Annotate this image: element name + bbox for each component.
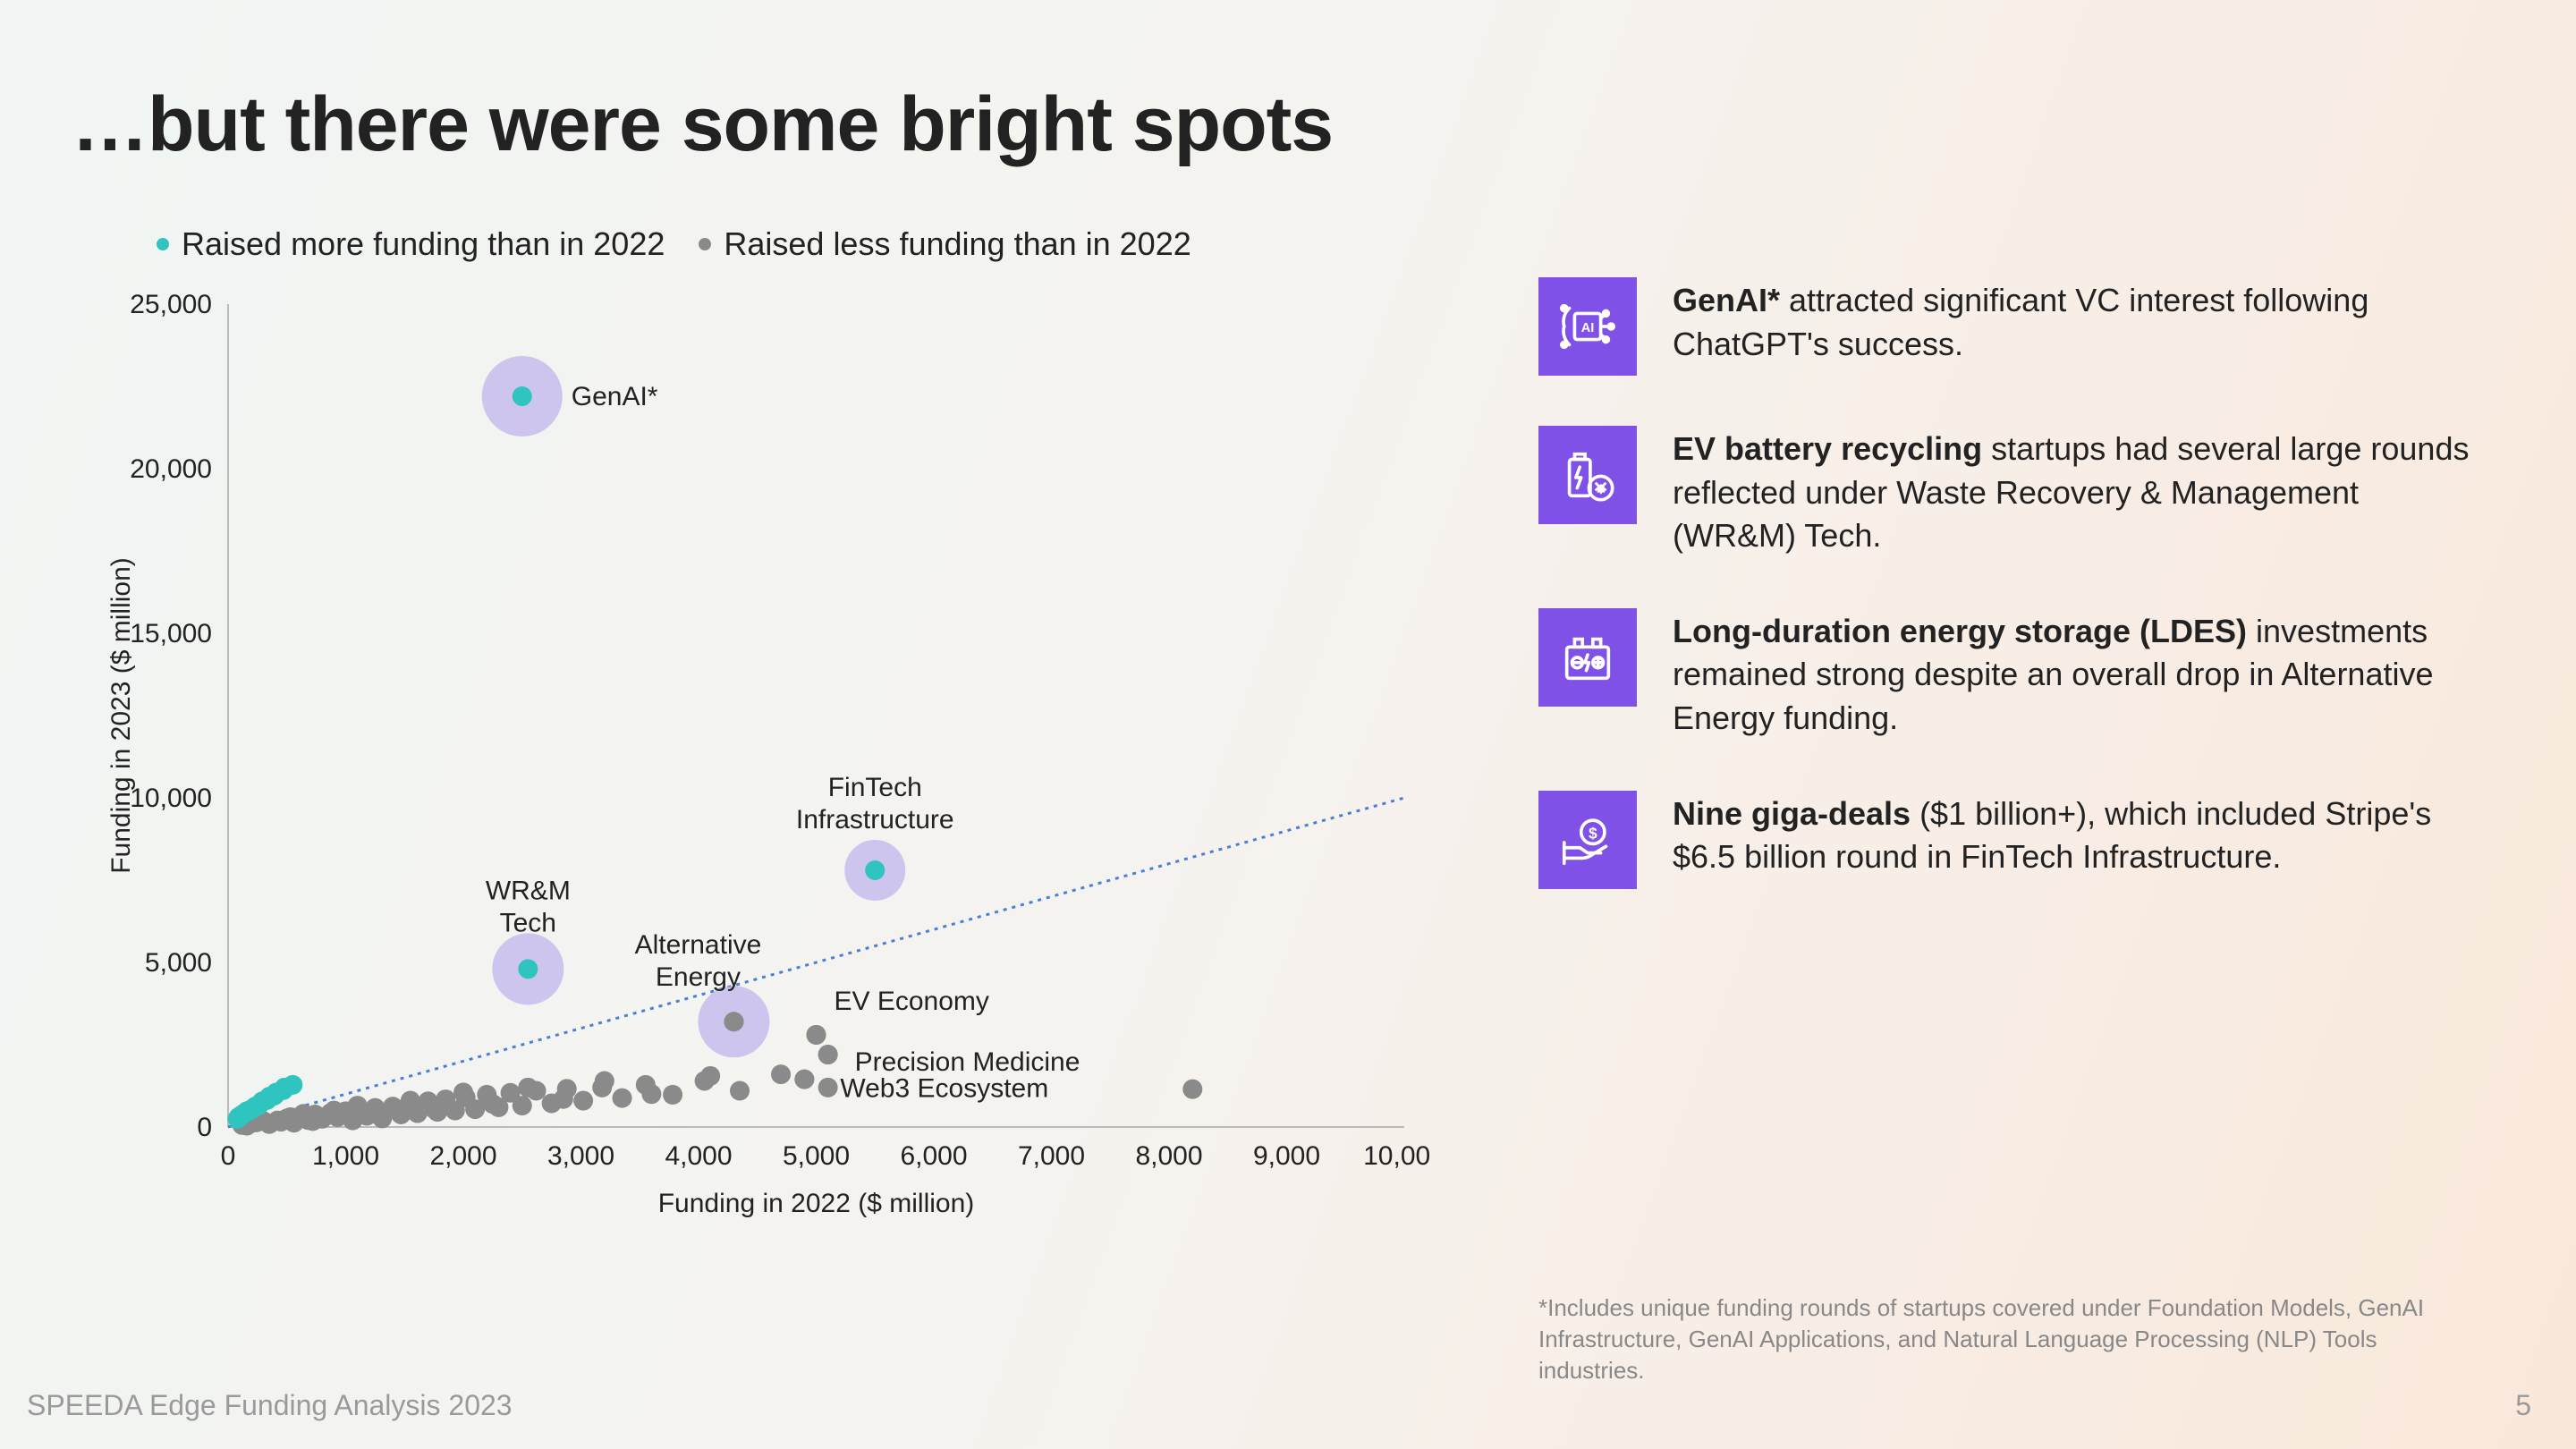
legend-item-less: Raised less funding than in 2022	[699, 225, 1191, 263]
svg-text:6,000: 6,000	[900, 1141, 967, 1171]
storage-icon	[1538, 608, 1637, 707]
svg-text:2,000: 2,000	[429, 1141, 496, 1171]
legend-label-more: Raised more funding than in 2022	[182, 225, 665, 263]
callout-text: Long-duration energy storage (LDES) inve…	[1673, 608, 2487, 741]
callouts-panel: AI GenAI* attracted significant VC intere…	[1538, 277, 2487, 939]
legend-dot-less	[699, 238, 711, 250]
svg-text:20,000: 20,000	[130, 454, 212, 484]
svg-text:Precision Medicine: Precision Medicine	[855, 1047, 1080, 1077]
svg-text:FinTech: FinTech	[828, 773, 922, 802]
svg-text:10,000: 10,000	[1363, 1141, 1431, 1171]
svg-text:15,000: 15,000	[130, 619, 212, 648]
svg-text:AI: AI	[1581, 321, 1595, 335]
svg-text:4,000: 4,000	[665, 1141, 732, 1171]
chart-legend: Raised more funding than in 2022 Raised …	[157, 225, 1191, 263]
svg-text:5,000: 5,000	[145, 948, 212, 978]
svg-text:10,000: 10,000	[130, 784, 212, 813]
page-number: 5	[2515, 1389, 2531, 1422]
svg-text:8,000: 8,000	[1135, 1141, 1202, 1171]
svg-text:0: 0	[221, 1141, 236, 1171]
callout-row: EV battery recycling startups had severa…	[1538, 426, 2487, 558]
svg-text:Funding in 2022 ($ million): Funding in 2022 ($ million)	[658, 1189, 975, 1218]
svg-text:9,000: 9,000	[1253, 1141, 1320, 1171]
svg-text:0: 0	[197, 1113, 212, 1142]
footer-source: SPEEDA Edge Funding Analysis 2023	[27, 1389, 513, 1422]
callout-row: Long-duration energy storage (LDES) inve…	[1538, 608, 2487, 741]
svg-text:Web3 Ecosystem: Web3 Ecosystem	[840, 1074, 1048, 1104]
callout-text: GenAI* attracted significant VC interest…	[1673, 277, 2487, 366]
svg-text:3,000: 3,000	[547, 1141, 614, 1171]
svg-text:Tech: Tech	[500, 908, 556, 937]
callout-text: EV battery recycling startups had severa…	[1673, 426, 2487, 558]
svg-text:WR&M: WR&M	[486, 876, 571, 905]
svg-text:Energy: Energy	[656, 962, 741, 992]
svg-text:7,000: 7,000	[1018, 1141, 1085, 1171]
scatter-chart: 0 5,000 10,000 15,000 20,000 25,000 0 1,000 2,00…	[89, 277, 1431, 1288]
deal-icon: $	[1538, 791, 1637, 889]
svg-text:Infrastructure: Infrastructure	[796, 805, 954, 835]
svg-text:1,000: 1,000	[312, 1141, 379, 1171]
svg-text:25,000: 25,000	[130, 290, 212, 319]
legend-dot-more	[157, 238, 169, 250]
legend-item-more: Raised more funding than in 2022	[157, 225, 665, 263]
svg-text:EV Economy: EV Economy	[835, 987, 989, 1016]
footnote: *Includes unique funding rounds of start…	[1538, 1292, 2451, 1386]
legend-label-less: Raised less funding than in 2022	[724, 225, 1191, 263]
svg-text:Alternative: Alternative	[635, 930, 762, 960]
battery-icon	[1538, 426, 1637, 524]
svg-text:GenAI*: GenAI*	[572, 382, 658, 411]
callout-row: AI GenAI* attracted significant VC intere…	[1538, 277, 2487, 376]
svg-text:Funding in 2023 ($ million): Funding in 2023 ($ million)	[106, 557, 136, 874]
svg-text:5,000: 5,000	[783, 1141, 850, 1171]
callout-text: Nine giga-deals ($1 billion+), which inc…	[1673, 791, 2487, 879]
page-title: …but there were some bright spots	[72, 80, 1333, 169]
svg-text:$: $	[1589, 824, 1597, 842]
ai-icon: AI	[1538, 277, 1637, 376]
callout-row: $ Nine giga-deals ($1 billion+), which in…	[1538, 791, 2487, 889]
